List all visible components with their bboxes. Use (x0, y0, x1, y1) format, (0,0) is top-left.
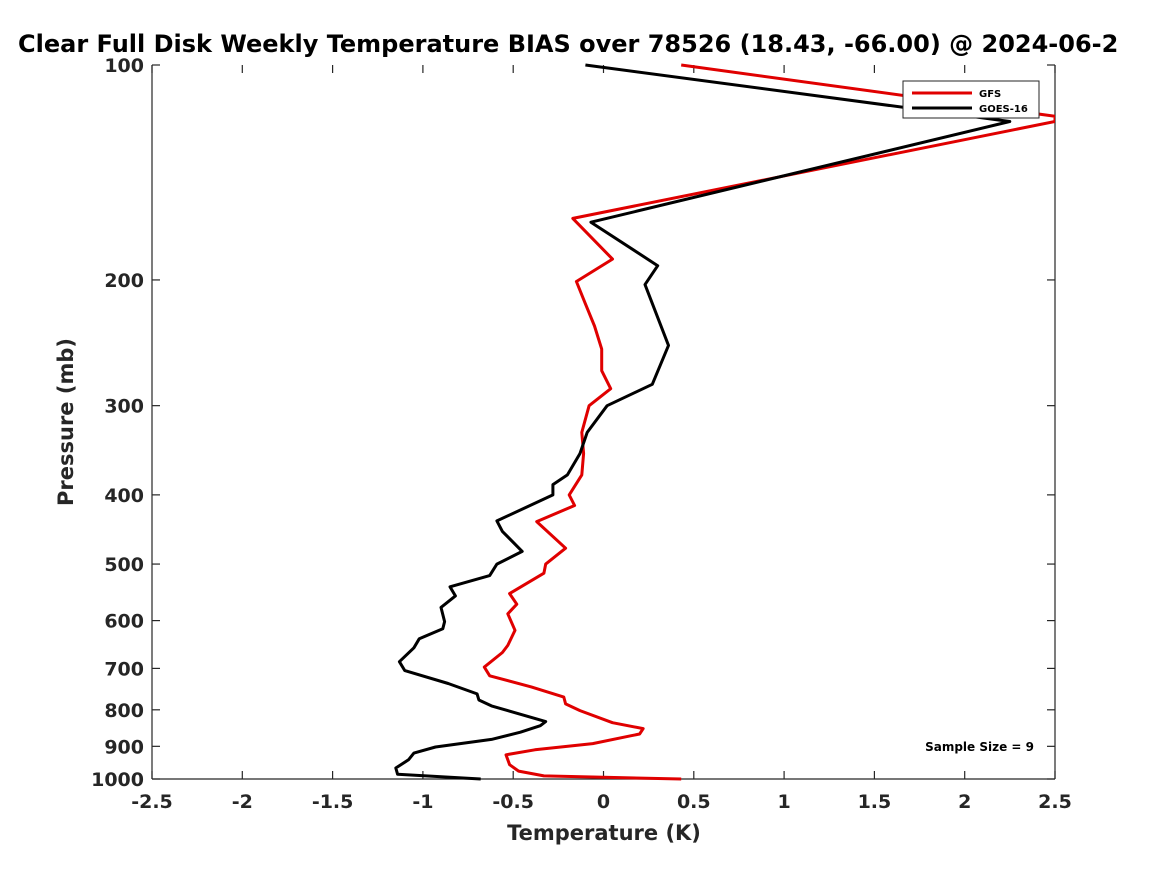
y-tick-label: 300 (104, 396, 144, 418)
x-tick-label: 0 (597, 791, 610, 813)
legend-label-gfs: GFS (979, 89, 1001, 100)
x-ticks: -2.5 -2 -1.5 -1 -0.5 0 0.5 1 1.5 2 2.5 (131, 65, 1072, 813)
y-axis-label: Pressure (mb) (54, 338, 78, 506)
y-tick-label: 1000 (91, 769, 144, 791)
y-ticks: 100 200 300 400 500 600 700 800 900 1000 (91, 55, 1055, 791)
series-line-gfs (482, 63, 1055, 781)
y-tick-label: 400 (104, 485, 144, 507)
series-line-goes-16 (394, 63, 1012, 781)
x-axis-label: Temperature (K) (507, 821, 701, 845)
y-tick-label: 700 (104, 658, 144, 680)
y-tick-label: 600 (104, 611, 144, 633)
x-tick-label: -1.5 (312, 791, 354, 813)
chart-title: Clear Full Disk Weekly Temperature BIAS … (18, 30, 1118, 58)
x-tick-label: 1 (777, 791, 790, 813)
legend-box (902, 80, 1040, 119)
series-lines (394, 63, 1055, 781)
x-tick-label: 1.5 (858, 791, 892, 813)
plot-area: -2.5 -2 -1.5 -1 -0.5 0 0.5 1 1.5 2 2.5 100 200 300 40… (91, 55, 1072, 813)
y-tick-label: 500 (104, 554, 144, 576)
x-tick-label: -0.5 (492, 791, 534, 813)
x-tick-label: -2 (232, 791, 253, 813)
x-tick-label: -1 (412, 791, 433, 813)
legend: GFS GOES-16 (902, 80, 1040, 119)
x-tick-label: 0.5 (677, 791, 711, 813)
y-tick-label: 100 (104, 55, 144, 77)
sample-size-annotation: Sample Size = 9 (925, 740, 1034, 754)
y-tick-label: 200 (104, 270, 144, 292)
y-tick-label: 800 (104, 700, 144, 722)
x-tick-label: 2 (958, 791, 971, 813)
y-tick-label: 900 (104, 736, 144, 758)
x-tick-label: -2.5 (131, 791, 173, 813)
legend-label-goes-16: GOES-16 (979, 104, 1028, 115)
x-tick-label: 2.5 (1038, 791, 1072, 813)
